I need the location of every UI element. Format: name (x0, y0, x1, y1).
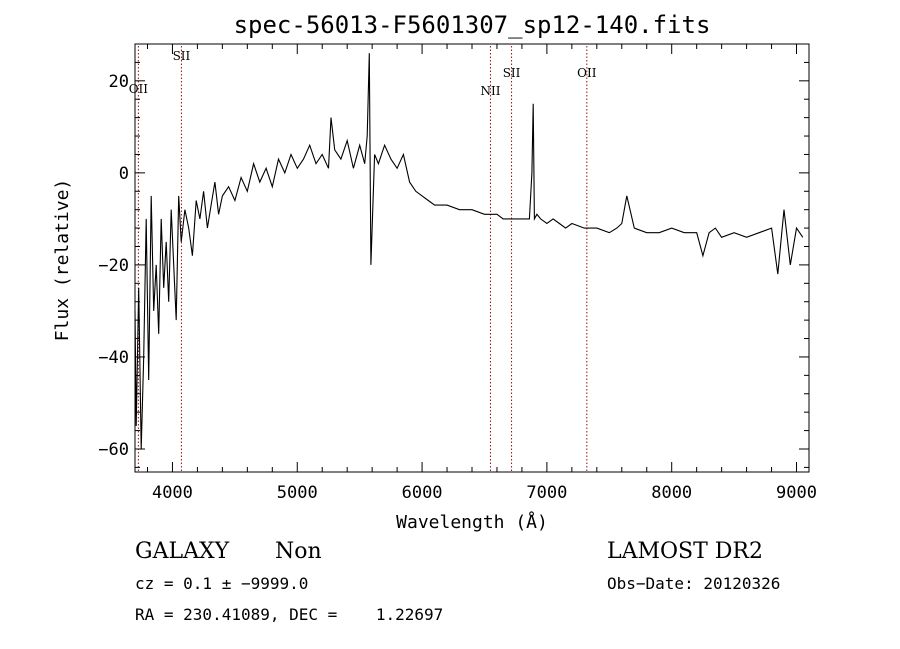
x-tick-label: 4000 (152, 483, 193, 503)
cz-value: cz = 0.1 ± −9999.0 (135, 574, 308, 593)
y-tick-label: −20 (98, 256, 129, 276)
coordinates: RA = 230.41089, DEC = 1.22697 (135, 605, 443, 624)
object-class: GALAXY (135, 539, 230, 564)
marker-label: NII (480, 84, 500, 98)
spectrum-series (134, 53, 804, 450)
y-tick-label: −40 (98, 348, 129, 368)
marker-label: OII (129, 82, 149, 96)
x-tick-label: 8000 (651, 483, 692, 503)
y-axis-label: Flux (relative) (52, 179, 73, 342)
spectrum-line (134, 53, 804, 450)
y-axis: 20 0 −20 −40 −60 (98, 43, 809, 468)
x-tick-label: 9000 (776, 483, 817, 503)
chart-title: spec-56013-F5601307_sp12-140.fits (234, 11, 711, 39)
obs-date: Obs−Date: 20120326 (607, 574, 780, 593)
marker-label: SII (173, 49, 191, 63)
x-tick-label: 5000 (277, 483, 318, 503)
x-axis: 4000 5000 6000 7000 8000 9000 (146, 44, 817, 503)
marker-label: OII (577, 66, 597, 80)
y-tick-label: 20 (109, 72, 129, 92)
marker-label: SII (503, 66, 521, 80)
x-tick-label: 6000 (402, 483, 443, 503)
survey-name: LAMOST DR2 (607, 539, 763, 564)
y-tick-label: 0 (119, 164, 129, 184)
y-tick-label: −60 (98, 440, 129, 460)
plot-frame (134, 43, 810, 473)
x-tick-label: 7000 (526, 483, 567, 503)
x-axis-label: Wavelength (Å) (396, 511, 548, 533)
object-subclass: Non (275, 539, 322, 564)
